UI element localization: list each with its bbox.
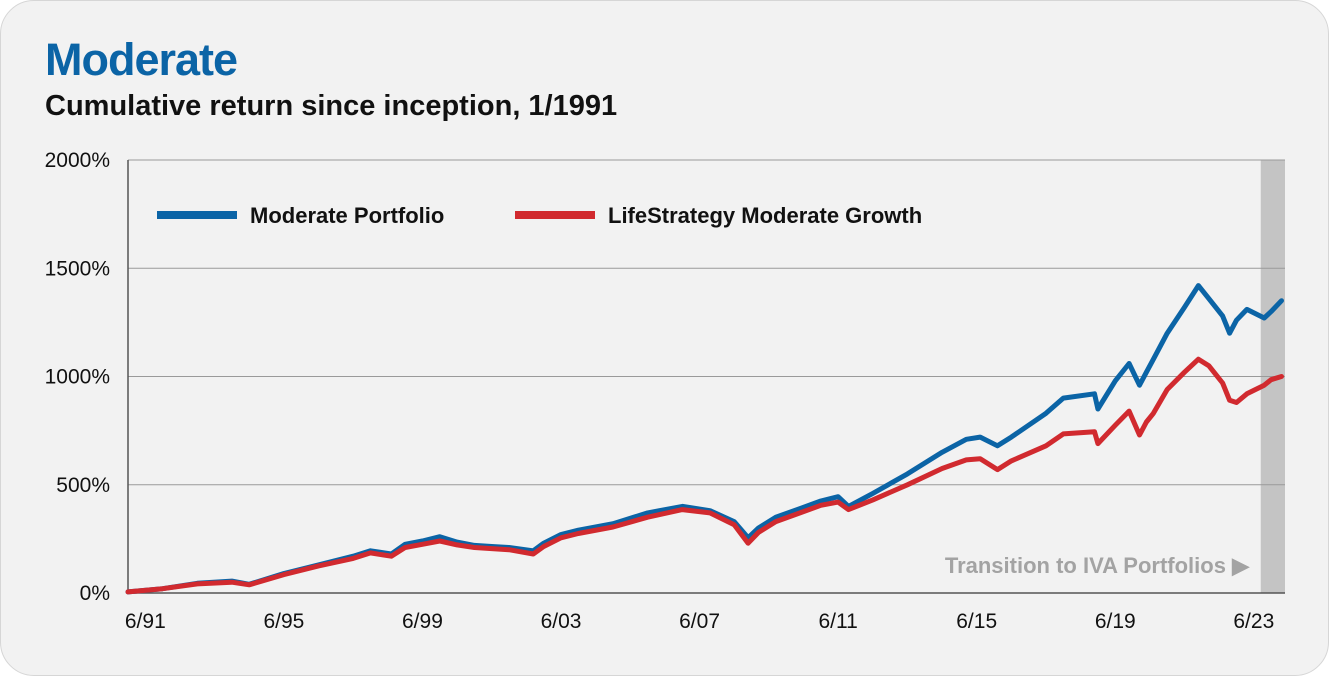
x-tick-labels: 6/91 6/95 6/99 6/03 6/07 6/11 6/15 6/19 6/23 (125, 610, 1274, 633)
x-tick-label: 6/11 (818, 610, 857, 633)
y-tick-label: 0% (80, 582, 110, 605)
x-tick-label: 6/07 (679, 610, 720, 633)
x-tick-label: 6/15 (956, 610, 997, 633)
gridlines (128, 159, 1285, 486)
legend-label: Moderate Portfolio (250, 203, 444, 228)
x-tick-label: 6/99 (402, 610, 443, 633)
y-tick-label: 2000% (45, 149, 110, 172)
chart-subtitle: Cumulative return since inception, 1/199… (45, 90, 618, 122)
legend: Moderate Portfolio LifeStrategy Moderate … (157, 203, 922, 228)
y-tick-label: 1500% (45, 257, 110, 280)
axes (127, 160, 1285, 594)
y-tick-labels: 0% 500% 1000% 1500% 2000% (45, 149, 110, 605)
x-tick-label: 6/03 (541, 610, 582, 633)
y-tick-label: 1000% (45, 366, 110, 389)
x-tick-label: 6/23 (1233, 610, 1274, 633)
series-lines (125, 283, 1284, 595)
series-line-1 (125, 356, 1284, 595)
transition-annotation: Transition to IVA Portfolios ▶ (945, 553, 1250, 578)
x-tick-label: 6/95 (263, 610, 304, 633)
series-line-0 (125, 283, 1284, 595)
x-tick-label: 6/91 (125, 610, 166, 633)
chart-title: Moderate (45, 34, 238, 85)
legend-label: LifeStrategy Moderate Growth (608, 203, 922, 228)
y-tick-label: 500% (56, 474, 110, 497)
x-tick-label: 6/19 (1095, 610, 1136, 633)
